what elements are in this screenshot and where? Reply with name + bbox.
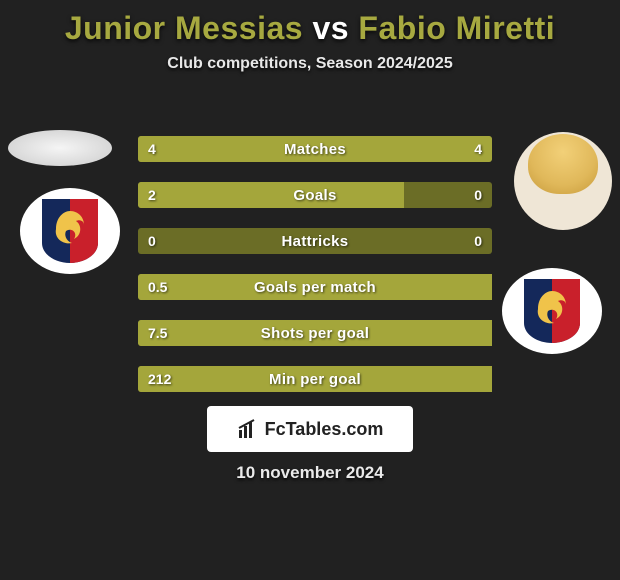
stat-row: 20Goals [138, 182, 492, 208]
brand-text: FcTables.com [265, 419, 384, 440]
stat-row: 0.5Goals per match [138, 274, 492, 300]
title: Junior Messias vs Fabio Miretti [0, 10, 620, 47]
player1-name: Junior Messias [65, 10, 303, 46]
crest-icon [42, 199, 98, 263]
stat-label: Goals [138, 187, 492, 204]
stat-label: Hattricks [138, 233, 492, 250]
player1-club-crest [20, 188, 120, 274]
stat-label: Goals per match [138, 279, 492, 296]
player1-photo-placeholder [8, 130, 112, 166]
stat-row: 44Matches [138, 136, 492, 162]
stat-row: 00Hattricks [138, 228, 492, 254]
stat-label: Min per goal [138, 371, 492, 388]
stat-rows: 44Matches 20Goals 00Hattricks 0.5Goals per … [138, 136, 492, 412]
footer-date: 10 november 2024 [0, 463, 620, 483]
stat-label: Matches [138, 141, 492, 158]
stat-row: 212Min per goal [138, 366, 492, 392]
vs-text: vs [312, 10, 349, 46]
brand-badge: FcTables.com [207, 406, 413, 452]
crest-icon [524, 279, 580, 343]
player2-photo [514, 132, 612, 230]
comparison-card: Junior Messias vs Fabio Miretti Club com… [0, 10, 620, 73]
stat-label: Shots per goal [138, 325, 492, 342]
brand-icon [237, 418, 259, 440]
player2-club-crest [502, 268, 602, 354]
player2-name: Fabio Miretti [358, 10, 555, 46]
subtitle: Club competitions, Season 2024/2025 [0, 55, 620, 73]
stat-row: 7.5Shots per goal [138, 320, 492, 346]
